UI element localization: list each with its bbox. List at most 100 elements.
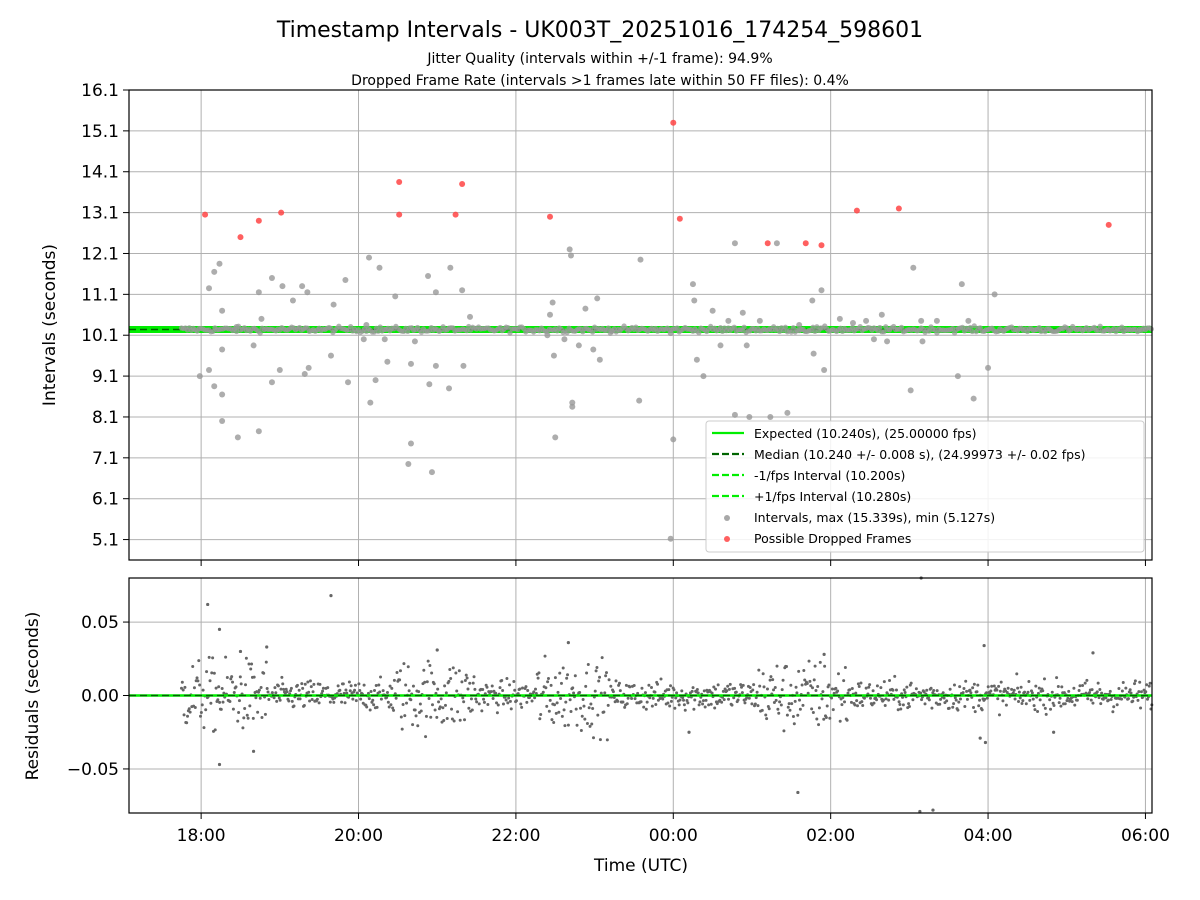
residual-point [1028, 698, 1032, 702]
residual-point [996, 697, 1000, 701]
residual-point [406, 665, 410, 669]
intervals-y-tick-label: 14.1 [81, 163, 119, 183]
residual-point [617, 681, 621, 685]
interval-point [790, 325, 796, 331]
residual-point [1144, 690, 1148, 694]
residual-point [990, 684, 994, 688]
residual-point [827, 683, 831, 687]
residual-point [426, 659, 430, 663]
residual-point [402, 662, 406, 666]
residual-point [265, 686, 269, 690]
residual-point [1072, 686, 1076, 690]
residual-point [1015, 672, 1019, 676]
residual-point [198, 683, 202, 687]
interval-point [233, 328, 240, 335]
residual-point [1139, 706, 1143, 710]
residual-point [583, 717, 587, 721]
residual-point [566, 673, 570, 677]
residual-point [224, 655, 228, 659]
intervals-x-ticks [200, 560, 1146, 566]
residual-point [978, 698, 982, 702]
interval-point [796, 322, 803, 328]
residual-point [596, 713, 600, 717]
intervals-y-tick-label: 7.1 [92, 449, 119, 469]
residual-point [205, 670, 209, 674]
residual-point [414, 714, 418, 718]
residual-point [644, 707, 648, 711]
residual-point [919, 691, 923, 695]
x-tick-label: 22:00 [491, 826, 540, 846]
interval-point [731, 240, 738, 247]
residual-point [732, 696, 736, 700]
intervals-y-tick-label: 13.1 [81, 204, 119, 224]
residual-point [618, 689, 622, 693]
residual-point [930, 706, 934, 710]
legend-intervals-swatch [724, 515, 730, 521]
interval-point [425, 272, 432, 279]
residual-point [553, 676, 557, 680]
residual-point [285, 690, 289, 694]
residuals-y-ticks: 0.05 0.00 −0.05 [67, 613, 129, 780]
dropped-frame-point [764, 240, 771, 247]
legend-expected-label: Expected (10.240s), (25.00000 fps) [754, 426, 976, 441]
residual-point [586, 662, 590, 666]
residual-point [317, 701, 321, 705]
residual-point [798, 707, 802, 711]
residual-point [259, 685, 263, 689]
residual-point [257, 688, 261, 692]
residual-point [514, 699, 518, 703]
residual-point [809, 684, 813, 688]
residual-point [508, 699, 512, 703]
x-tick-label: 20:00 [334, 826, 383, 846]
residual-point [1096, 681, 1100, 685]
residual-point [1051, 701, 1055, 705]
residual-point [485, 685, 489, 689]
residual-point [707, 703, 711, 707]
residual-point [884, 697, 888, 701]
residual-point [901, 703, 905, 707]
residual-point [239, 682, 243, 686]
dropped-frame-point [202, 211, 209, 218]
residual-point [639, 700, 643, 704]
residual-point [248, 704, 252, 708]
residual-point [935, 689, 939, 693]
residual-point [1011, 691, 1015, 695]
residual-point [489, 690, 493, 694]
residual-point [1112, 705, 1116, 709]
x-tick-label: 04:00 [964, 826, 1013, 846]
residual-point [952, 702, 956, 706]
residual-point [748, 686, 752, 690]
residual-point [853, 703, 857, 707]
residual-point [231, 680, 235, 684]
interval-point [268, 275, 275, 281]
interval-point [327, 352, 334, 359]
residual-point [321, 686, 325, 690]
interval-point [405, 460, 412, 467]
x-tick-label: 02:00 [806, 826, 855, 846]
residual-point [573, 674, 577, 678]
interval-point [211, 383, 218, 390]
residual-point [345, 691, 349, 695]
residual-point [999, 680, 1003, 684]
residual-point [387, 705, 391, 709]
residual-point [246, 716, 250, 720]
residual-point [371, 698, 375, 702]
residual-point [1066, 696, 1070, 700]
residual-point [1085, 678, 1089, 682]
residual-point [685, 698, 689, 702]
residual-point [566, 641, 570, 645]
residual-point [648, 696, 652, 700]
interval-point [561, 336, 568, 343]
residual-point [831, 708, 835, 712]
interval-point [464, 328, 470, 334]
residual-point [761, 672, 765, 676]
residual-point [321, 689, 325, 693]
interval-point [636, 397, 643, 404]
residual-point [927, 698, 931, 702]
residual-point [849, 700, 853, 704]
interval-point [363, 322, 370, 328]
residual-point [217, 627, 222, 632]
residual-point [1091, 701, 1095, 705]
interval-point [836, 315, 843, 322]
residual-point [217, 685, 221, 689]
